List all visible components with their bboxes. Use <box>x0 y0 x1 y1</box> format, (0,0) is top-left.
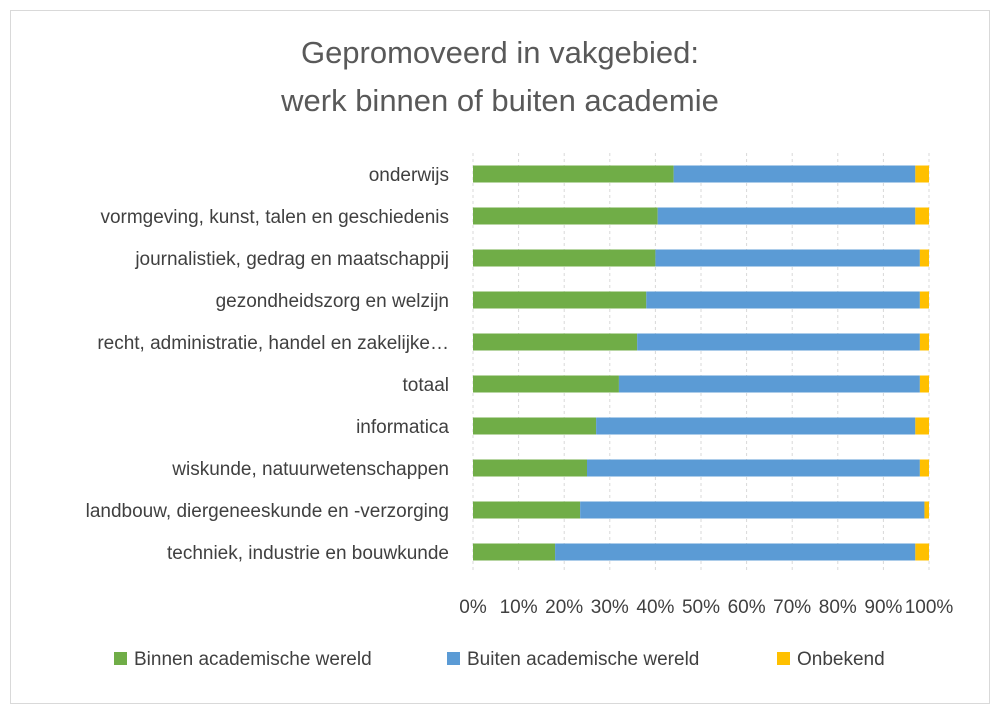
category-label: totaal <box>403 375 449 396</box>
legend-label: Buiten academische wereld <box>467 649 699 670</box>
x-tick-label: 20% <box>545 597 583 618</box>
bar-segment <box>587 459 920 477</box>
category-label: informatica <box>356 417 449 438</box>
x-tick-label: 0% <box>459 597 487 618</box>
bar-segment <box>637 333 920 351</box>
bar-segment <box>473 165 674 183</box>
bar-segment <box>473 459 587 477</box>
bar-segment <box>915 417 929 435</box>
bar-segment <box>919 333 929 351</box>
legend-label: Binnen academische wereld <box>134 649 372 670</box>
bar-segment <box>657 207 916 225</box>
legend-swatch <box>777 652 790 665</box>
bar-segment <box>919 291 929 309</box>
x-tick-label: 80% <box>819 597 857 618</box>
bar-segment <box>555 543 916 561</box>
x-tick-label: 10% <box>500 597 538 618</box>
legend-swatch <box>447 652 460 665</box>
legend-label: Onbekend <box>797 649 885 670</box>
bar-segment <box>655 249 920 267</box>
bars <box>473 165 929 561</box>
x-tick-label: 40% <box>636 597 674 618</box>
bar-segment <box>473 375 619 393</box>
category-labels: onderwijs vormgeving, kunst, talen en ges… <box>86 165 450 564</box>
bar-segment <box>596 417 916 435</box>
bar-segment <box>673 165 916 183</box>
legend-swatch <box>114 652 127 665</box>
chart-frame <box>10 10 990 704</box>
category-label: landbouw, diergeneeskunde en -verzorging <box>86 501 449 522</box>
x-tick-label: 90% <box>864 597 902 618</box>
chart-title-line-1: Gepromoveerd in vakgebied: <box>301 35 699 70</box>
bar-segment <box>915 543 929 561</box>
x-tick-label: 50% <box>682 597 720 618</box>
category-label: onderwijs <box>369 165 449 186</box>
x-axis-tick-labels: 0% 10% 20% 30% 40% 50% 60% 70% 80% 90% 100% <box>459 597 953 618</box>
category-label: gezondheidszorg en welzijn <box>216 291 449 312</box>
category-label: wiskunde, natuurwetenschappen <box>171 459 449 480</box>
bar-segment <box>915 207 929 225</box>
legend: Binnen academische wereld Buiten academis… <box>114 649 885 670</box>
bar-segment <box>919 459 929 477</box>
category-label: vormgeving, kunst, talen en geschiedenis <box>100 207 449 228</box>
bar-segment <box>473 207 658 225</box>
category-label: techniek, industrie en bouwkunde <box>167 543 449 564</box>
bar-segment <box>473 501 581 519</box>
x-tick-label: 30% <box>591 597 629 618</box>
bar-segment <box>473 249 656 267</box>
bar-segment <box>580 501 925 519</box>
bar-segment <box>473 543 556 561</box>
category-label: journalistiek, gedrag en maatschappij <box>134 249 449 270</box>
bar-segment <box>915 165 929 183</box>
bar-segment <box>473 333 638 351</box>
x-tick-label: 60% <box>728 597 766 618</box>
category-label: recht, administratie, handel en zakelijk… <box>97 333 449 354</box>
x-tick-label: 70% <box>773 597 811 618</box>
bar-segment <box>473 417 597 435</box>
bar-segment <box>646 291 920 309</box>
x-tick-label: 100% <box>905 597 954 618</box>
bar-segment <box>919 249 929 267</box>
bar-segment <box>924 501 929 519</box>
bar-segment <box>618 375 920 393</box>
chart-title-line-2: werk binnen of buiten academie <box>280 83 719 118</box>
bar-segment <box>473 291 647 309</box>
bar-segment <box>919 375 929 393</box>
